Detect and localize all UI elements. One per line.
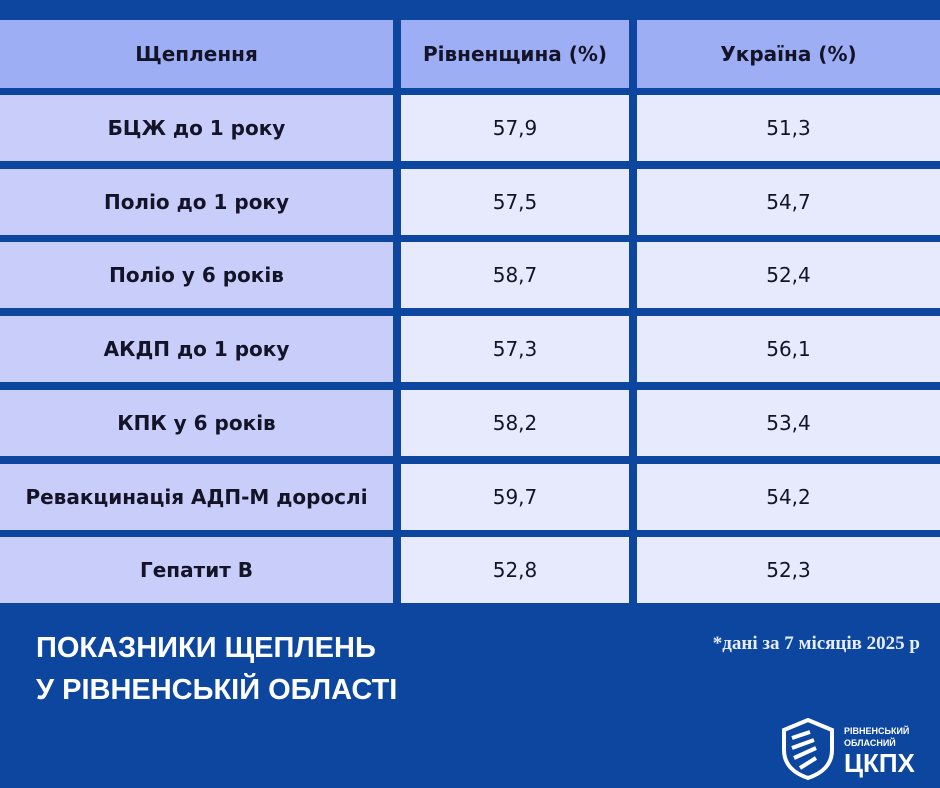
header-cell: Щеплення — [0, 20, 393, 88]
value-cell: 58,7 — [401, 242, 629, 309]
value-cell: 53,4 — [637, 389, 940, 456]
value-cell: 58,2 — [401, 389, 629, 456]
logo-small: ОБЛАСНИЙ — [844, 738, 896, 748]
value-cell: 54,7 — [637, 168, 940, 235]
row-label: Ревакцинація АДП-М дорослі — [0, 463, 393, 530]
value-cell: 52,8 — [401, 537, 629, 604]
value-cell: 51,3 — [637, 95, 940, 161]
row-label: АКДП до 1 року — [0, 316, 393, 383]
value-cell: 57,3 — [401, 316, 629, 383]
value-cell: 56,1 — [637, 316, 940, 383]
value-cell: 57,5 — [401, 168, 629, 235]
value-cell: 52,3 — [637, 537, 940, 604]
row-label: КПК у 6 років — [0, 389, 393, 456]
title-line: ПОКАЗНИКИ ЩЕПЛЕНЬ — [36, 632, 376, 664]
logo-icon — [782, 718, 834, 780]
value-cell: 57,9 — [401, 95, 629, 161]
row-label: БЦЖ до 1 року — [0, 95, 393, 161]
value-cell: 52,4 — [637, 242, 940, 309]
row-label: Гепатит В — [0, 537, 393, 604]
logo-small: РІВНЕНСЬКИЙ — [844, 726, 910, 736]
footnote: *дані за 7 місяців 2025 р — [712, 633, 920, 654]
header-cell: Рівненщина (%) — [401, 20, 629, 88]
logo-big: ЦКПХ — [844, 748, 915, 778]
title-line: У РІВНЕНСЬКІЙ ОБЛАСТІ — [36, 674, 398, 706]
row-label: Поліо до 1 року — [0, 168, 393, 235]
value-cell: 59,7 — [401, 463, 629, 530]
row-label: Поліо у 6 років — [0, 242, 393, 309]
value-cell: 54,2 — [637, 463, 940, 530]
header-cell: Україна (%) — [637, 20, 940, 88]
